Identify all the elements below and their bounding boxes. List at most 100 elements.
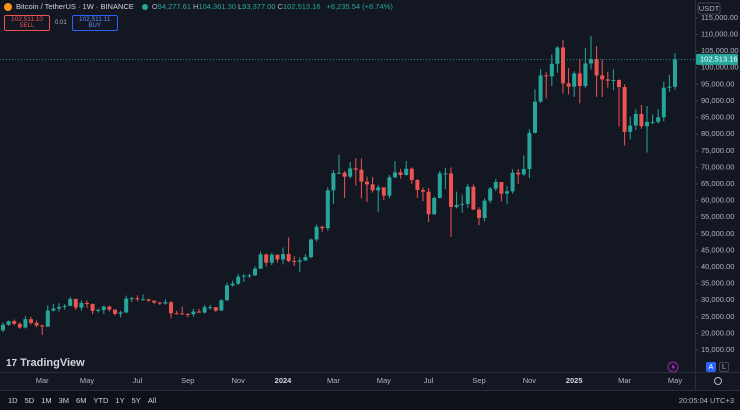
- candle-body: [510, 172, 515, 192]
- candle-body: [365, 181, 369, 185]
- candle-body: [45, 310, 50, 327]
- candle-body: [258, 254, 263, 269]
- ohlc-key: C: [277, 2, 283, 11]
- candle-body: [269, 254, 274, 263]
- candle-body: [12, 321, 17, 324]
- candle-body: [314, 226, 319, 240]
- auto-scale-button[interactable]: A: [706, 362, 716, 372]
- candle-body: [516, 172, 521, 175]
- y-tick-label: 45,000.00: [701, 245, 734, 254]
- candle-body: [141, 299, 145, 301]
- ohlc-key: O: [151, 2, 158, 11]
- candle-body: [661, 87, 666, 118]
- buy-price: 102,511.11: [78, 15, 111, 23]
- candle-body: [113, 309, 117, 314]
- ohlc-value: 94,277.61: [157, 2, 192, 11]
- x-tick-label: 2024: [275, 376, 293, 385]
- candle-body: [135, 298, 140, 300]
- candle-body: [499, 182, 504, 194]
- buy-button[interactable]: 102,511.11 BUY: [71, 15, 118, 31]
- settings-icon[interactable]: [714, 377, 722, 385]
- candle-body: [281, 254, 285, 260]
- candle-body: [169, 302, 173, 314]
- candle-body: [348, 168, 353, 177]
- x-tick-label: 2025: [566, 376, 583, 385]
- currency-box[interactable]: [697, 2, 721, 15]
- range-button[interactable]: 5Y: [131, 396, 141, 405]
- status-dot: [141, 3, 148, 10]
- candle-body: [202, 307, 207, 313]
- candle-body: [325, 190, 330, 229]
- candle-body: [617, 80, 621, 88]
- symbol-header: Bitcoin / TetherUS · 1W · BINANCE O94,27…: [4, 2, 395, 11]
- candle-body: [146, 299, 151, 301]
- background: [0, 0, 740, 390]
- candle-body: [219, 300, 224, 311]
- candle-body: [129, 298, 134, 300]
- log-scale-button[interactable]: L: [719, 362, 729, 372]
- candle-body: [471, 186, 476, 210]
- candle-body: [572, 73, 577, 87]
- candle-body: [673, 59, 677, 87]
- y-tick-label: 15,000.00: [701, 345, 734, 354]
- logo-mark: 17: [6, 357, 18, 369]
- candle-body: [421, 189, 425, 192]
- range-button[interactable]: 5D: [24, 396, 35, 405]
- candle-body: [264, 254, 269, 263]
- y-tick-label: 40,000.00: [701, 262, 734, 271]
- symbol: Bitcoin / TetherUS · 1W · BINANCE: [16, 2, 134, 11]
- range-button[interactable]: 1M: [41, 396, 52, 405]
- candle-body: [549, 63, 554, 77]
- candle-body: [533, 101, 537, 133]
- clock: 20:05:04 UTC+3: [678, 396, 734, 405]
- candle-body: [57, 306, 61, 309]
- range-button[interactable]: 1Y: [115, 396, 125, 405]
- range-button[interactable]: 3M: [58, 396, 70, 405]
- range-button[interactable]: 6M: [76, 396, 87, 405]
- y-tick-label: 25,000.00: [701, 312, 734, 321]
- range-button[interactable]: YTD: [93, 396, 109, 405]
- sell-label: SELL: [19, 23, 35, 29]
- range-button[interactable]: 1D: [8, 396, 18, 405]
- candle-body: [230, 283, 235, 286]
- candle-body: [656, 117, 661, 122]
- event-icon[interactable]: [667, 361, 679, 373]
- y-tick-label: 65,000.00: [701, 179, 734, 188]
- candle-body: [309, 239, 313, 258]
- candle-body: [505, 191, 509, 194]
- logo[interactable]: 17 TradingView: [6, 357, 85, 369]
- y-tick-label: 50,000.00: [701, 229, 734, 238]
- candle-body: [600, 75, 605, 80]
- candle-body: [426, 191, 431, 215]
- candle-body: [124, 298, 129, 313]
- candle-body: [185, 313, 190, 315]
- candle-body: [437, 173, 442, 198]
- candle-body: [174, 313, 179, 315]
- candle-body: [286, 254, 291, 262]
- y-tick-label: 95,000.00: [701, 79, 734, 88]
- x-tick-label: May: [80, 376, 94, 385]
- y-tick-label: 90,000.00: [701, 96, 734, 105]
- sell-button[interactable]: 102,511.10 SELL: [4, 15, 50, 31]
- candle-body: [605, 79, 610, 81]
- y-tick-label: 85,000.00: [701, 113, 734, 122]
- range-button[interactable]: All: [147, 396, 157, 405]
- candle-body: [376, 187, 381, 191]
- x-tick-label: Sep: [181, 376, 194, 385]
- candle-body: [101, 306, 106, 310]
- candle-body: [381, 187, 386, 196]
- candle-body: [577, 73, 582, 87]
- ohlc-value: 93,377.00: [242, 2, 276, 11]
- candle-body: [477, 209, 481, 218]
- candle-body: [73, 298, 78, 308]
- sell-price: 102,511.10: [10, 15, 44, 23]
- candle-body: [544, 75, 549, 77]
- candle-body: [465, 186, 470, 204]
- candle-body: [253, 268, 257, 276]
- ohlc: O94,277.61 H104,361.30 L93,377.00 C102,513.…: [152, 2, 323, 11]
- y-tick-label: 80,000.00: [701, 129, 734, 138]
- candle-body: [241, 275, 246, 277]
- x-tick-label: Mar: [618, 376, 631, 385]
- y-tick-label: 100,000.00: [701, 63, 739, 72]
